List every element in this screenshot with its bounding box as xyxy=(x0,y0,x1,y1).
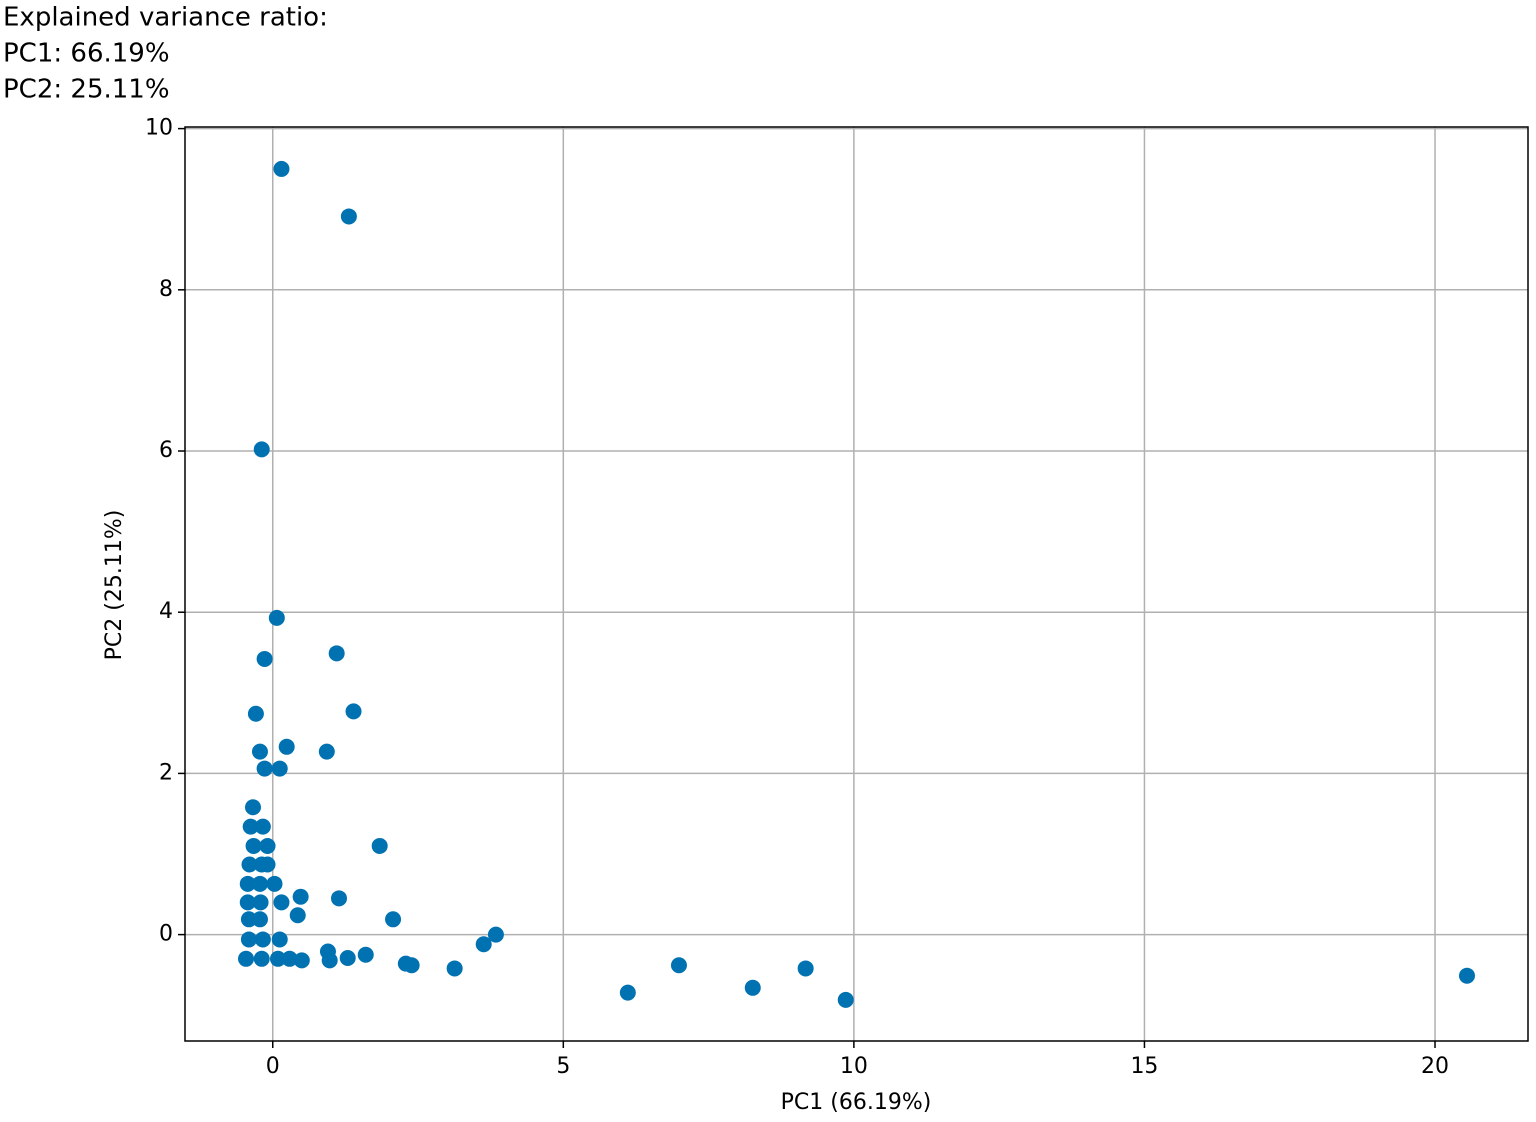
point xyxy=(256,760,273,777)
x-tick-label: 5 xyxy=(556,1054,570,1079)
x-tick-label: 0 xyxy=(266,1054,280,1079)
point xyxy=(253,950,270,967)
point xyxy=(293,952,310,969)
y-tick-label: 2 xyxy=(159,760,173,785)
x-axis-label: PC1 (66.19%) xyxy=(781,1090,932,1115)
point xyxy=(241,856,258,873)
point xyxy=(385,911,402,928)
point xyxy=(266,875,283,892)
point xyxy=(268,609,285,626)
point xyxy=(797,960,814,977)
point xyxy=(259,856,276,873)
point xyxy=(251,743,268,760)
point xyxy=(371,837,388,854)
point xyxy=(240,911,257,928)
point xyxy=(321,952,338,969)
y-tick-label: 8 xyxy=(159,277,173,302)
point xyxy=(245,837,262,854)
plot-frame xyxy=(184,126,1529,1042)
point xyxy=(251,911,268,928)
point xyxy=(619,984,636,1001)
point xyxy=(292,888,309,905)
point xyxy=(252,894,269,911)
annotation: PC2: 25.11% xyxy=(3,75,170,105)
point xyxy=(244,799,261,816)
point xyxy=(239,875,256,892)
y-tick-label: 10 xyxy=(145,116,173,141)
point xyxy=(254,931,271,948)
point xyxy=(271,760,288,777)
y-tick-label: 4 xyxy=(159,599,173,624)
point xyxy=(278,738,295,755)
y-axis-label: PC2 (25.11%) xyxy=(102,510,127,661)
point xyxy=(253,441,270,458)
point xyxy=(242,818,259,835)
point xyxy=(403,957,420,974)
y-tick-label: 6 xyxy=(159,438,173,463)
point xyxy=(670,957,687,974)
point xyxy=(345,703,362,720)
point xyxy=(744,979,761,996)
point xyxy=(328,645,345,662)
point xyxy=(339,949,356,966)
x-tick-label: 20 xyxy=(1421,1054,1449,1079)
point xyxy=(259,837,276,854)
point xyxy=(357,946,374,963)
point xyxy=(240,931,257,948)
x-tick-label: 15 xyxy=(1130,1054,1158,1079)
point xyxy=(271,931,288,948)
point xyxy=(247,705,264,722)
point xyxy=(281,950,298,967)
point xyxy=(269,950,286,967)
point xyxy=(318,743,335,760)
point xyxy=(251,875,268,892)
annotation: Explained variance ratio: xyxy=(3,3,328,33)
point xyxy=(289,907,306,924)
point xyxy=(446,960,463,977)
point xyxy=(487,926,504,943)
point xyxy=(254,818,271,835)
point xyxy=(239,894,256,911)
annotation: PC1: 66.19% xyxy=(3,39,170,69)
point xyxy=(1458,967,1475,984)
point xyxy=(273,894,290,911)
x-tick-label: 10 xyxy=(840,1054,868,1079)
point xyxy=(837,991,854,1008)
y-tick-label: 0 xyxy=(159,922,173,947)
point xyxy=(256,650,273,667)
point xyxy=(273,160,290,177)
point xyxy=(340,208,357,225)
point xyxy=(331,890,348,907)
point xyxy=(238,950,255,967)
point xyxy=(475,936,492,953)
